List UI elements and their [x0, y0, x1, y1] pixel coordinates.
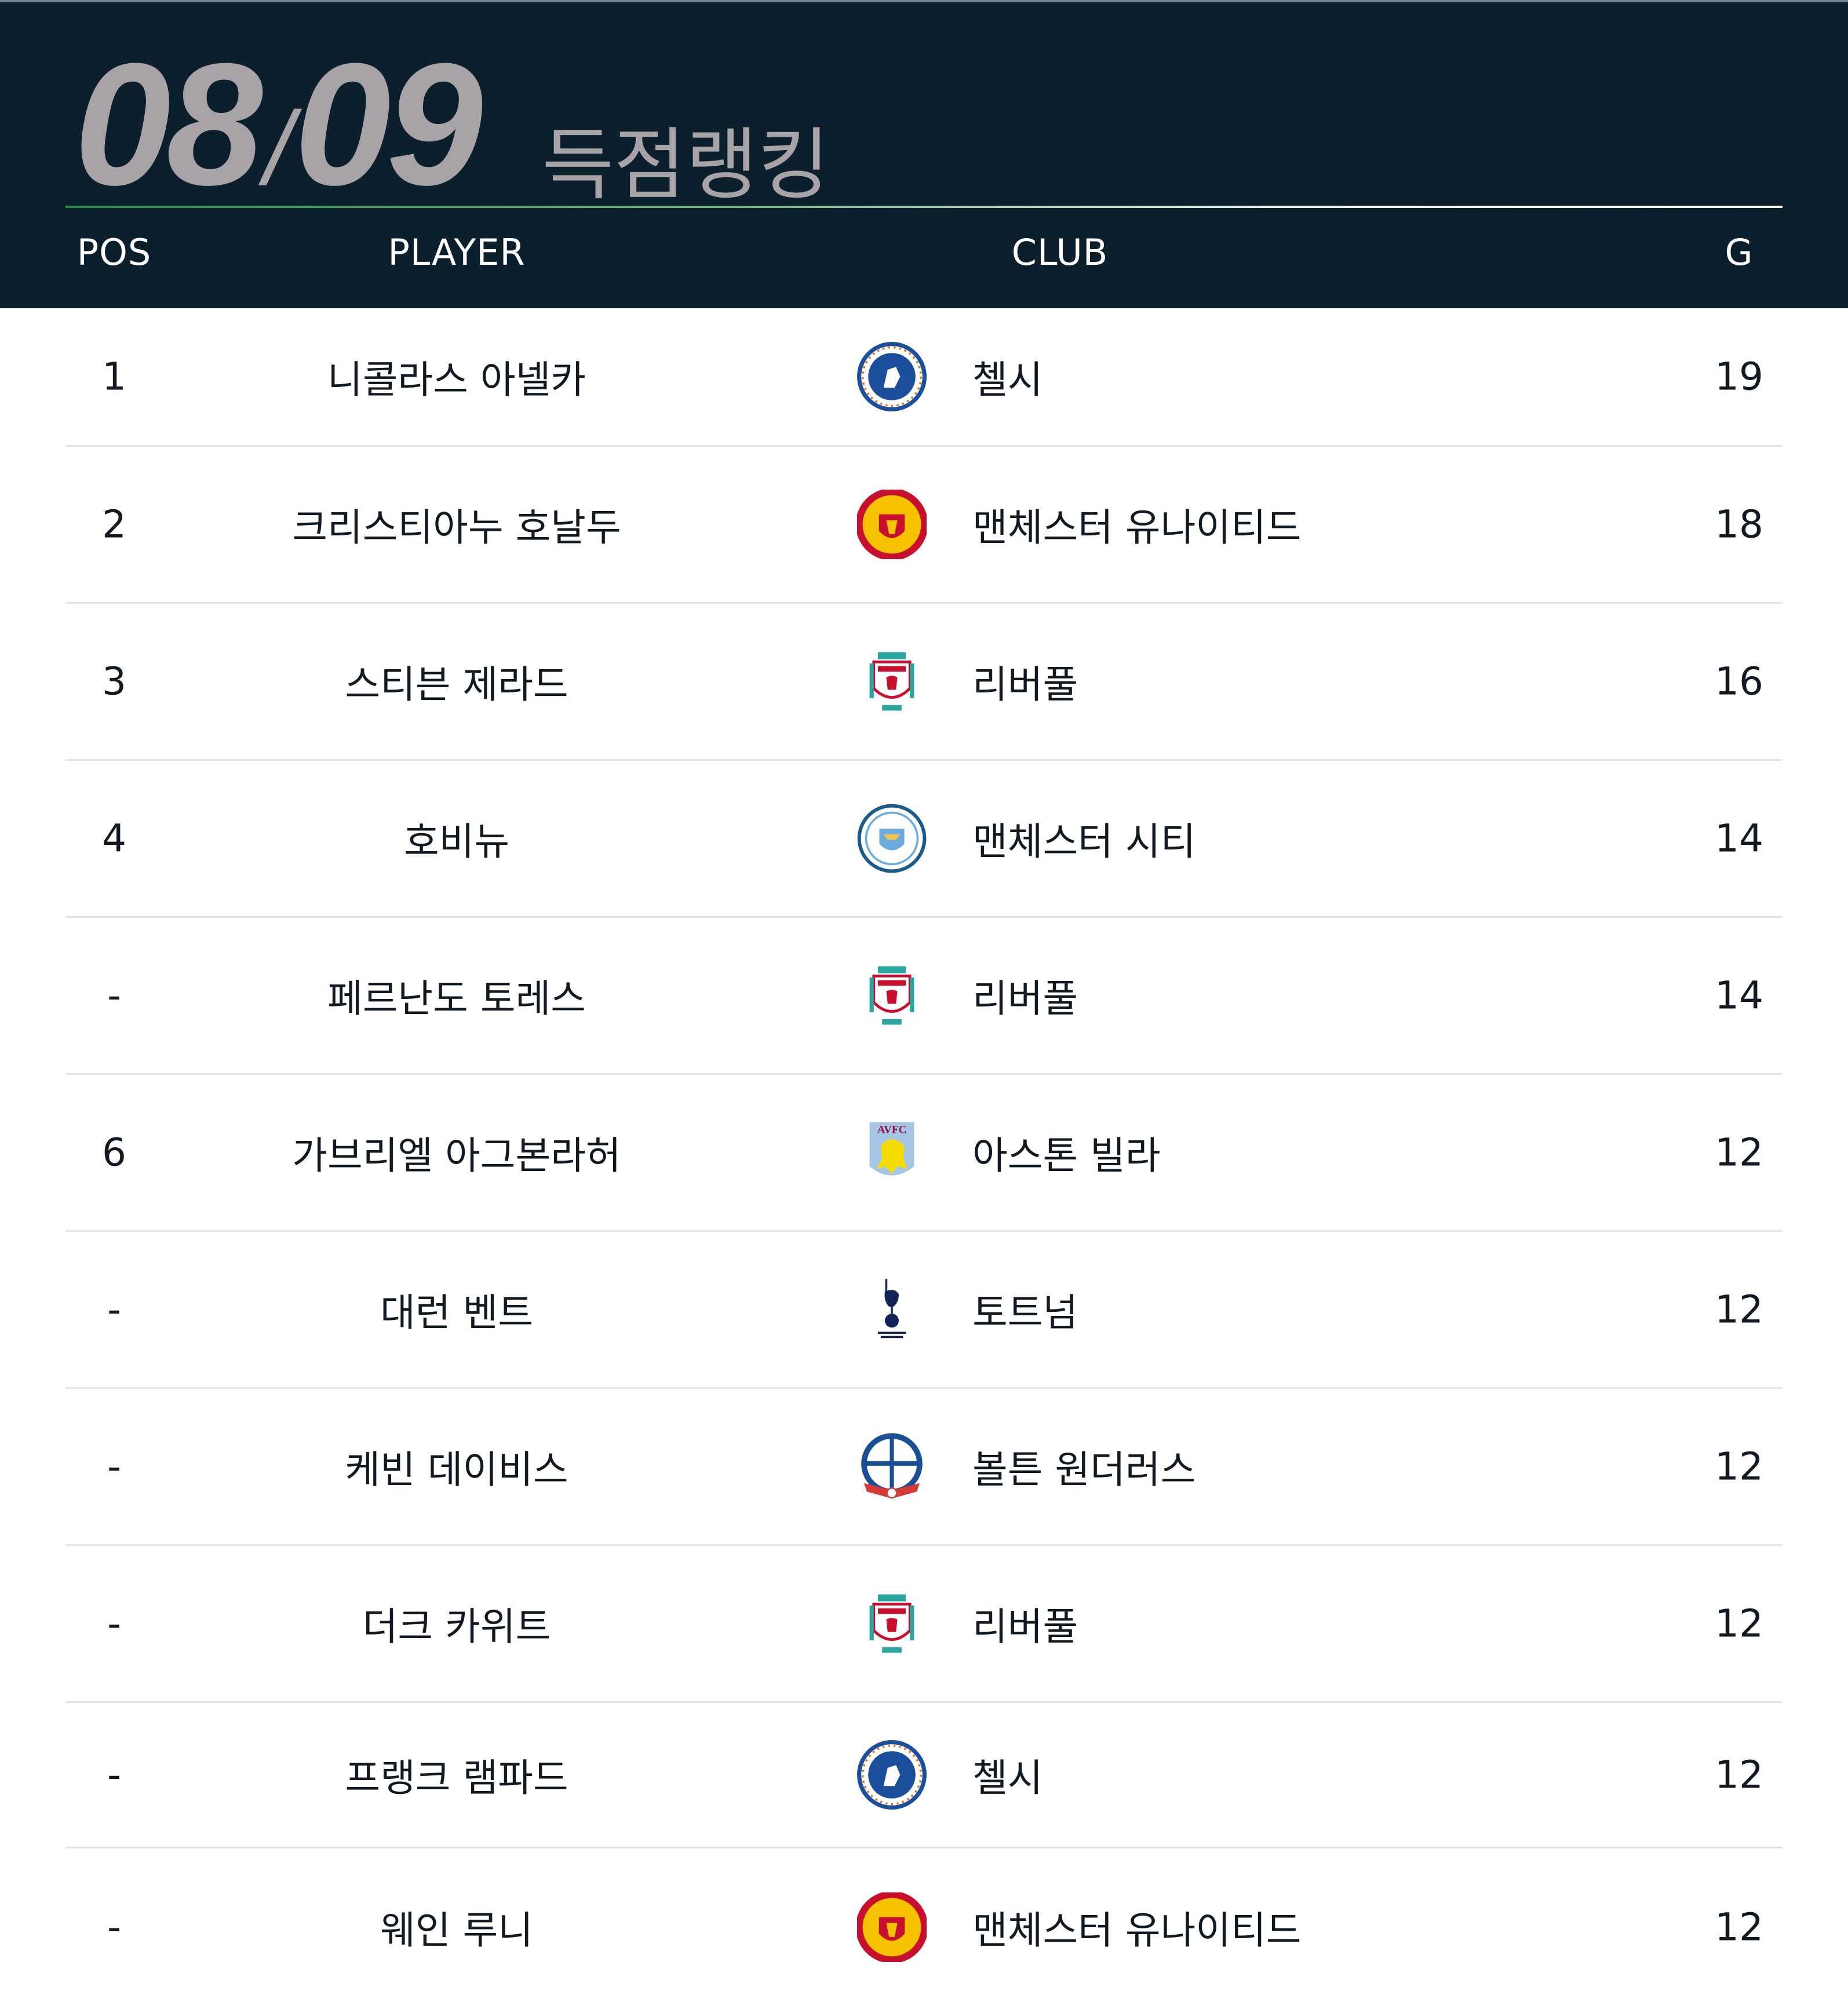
header: 08/09 득점랭킹 POS PLAYER CLUB G: [0, 0, 1848, 308]
position: 2: [102, 502, 126, 547]
table-row: - 더크 카위트 리버풀 12: [65, 1546, 1783, 1703]
goals: 12: [1715, 1444, 1763, 1489]
player-name: 더크 카위트: [362, 1604, 551, 1649]
player-name: 웨인 루니: [380, 1908, 533, 1953]
position: -: [107, 1905, 121, 1950]
club-name: 맨체스터 유나이티드: [972, 505, 1302, 550]
club-name: 리버풀: [972, 976, 1078, 1021]
position: 4: [102, 816, 126, 861]
svg-text:AVFC: AVFC: [877, 1124, 907, 1136]
goals: 14: [1715, 973, 1763, 1018]
table-row: 2 크리스티아누 호날두 맨체스터 유나이티드 18: [65, 447, 1783, 604]
bolton-crest-icon: [857, 1432, 927, 1501]
season-end: 09: [294, 27, 483, 221]
club-name: 토트넘: [972, 1290, 1078, 1335]
table-row: 3 스티븐 제라드 리버풀 16: [65, 604, 1783, 761]
table-row: 4 호비뉴 맨체스터 시티 14: [65, 761, 1783, 918]
manutd-crest-icon: [857, 490, 927, 559]
club-name: 첼시: [972, 1756, 1043, 1800]
table-row: - 웨인 루니 맨체스터 유나이티드 12: [65, 1848, 1783, 2006]
column-header-club: CLUB: [1011, 231, 1109, 273]
player-name: 대런 벤트: [380, 1290, 533, 1335]
liverpool-crest-icon: [857, 1589, 927, 1658]
club-name: 첼시: [972, 358, 1043, 402]
club-name: 리버풀: [972, 662, 1078, 707]
goals: 12: [1715, 1905, 1763, 1950]
column-header-pos: POS: [76, 231, 152, 273]
goals: 18: [1715, 502, 1763, 547]
player-name: 페르난도 토레스: [327, 976, 586, 1021]
player-name: 케빈 데이비스: [345, 1447, 568, 1492]
header-divider: [65, 206, 1783, 208]
goals: 14: [1715, 816, 1763, 861]
player-name: 스티븐 제라드: [345, 662, 568, 707]
column-header-player: PLAYER: [388, 231, 526, 273]
goals: 19: [1715, 354, 1763, 399]
club-name: 맨체스터 시티: [972, 819, 1196, 864]
table-row: - 프랭크 램파드 첼시 12: [65, 1703, 1783, 1848]
goals: 12: [1715, 1287, 1763, 1332]
position: 3: [102, 659, 126, 704]
club-name: 아스톤 빌라: [972, 1133, 1161, 1178]
player-name: 프랭크 램파드: [345, 1756, 568, 1800]
player-name: 호비뉴: [403, 819, 510, 864]
tottenham-crest-icon: [857, 1275, 927, 1344]
chelsea-crest-icon: [857, 1740, 927, 1810]
position: 6: [102, 1130, 126, 1175]
position: -: [107, 1752, 121, 1797]
mancity-crest-icon: [857, 804, 927, 873]
position: -: [107, 973, 121, 1018]
manutd-crest-icon: [857, 1892, 927, 1962]
club-name: 볼튼 원더러스: [972, 1447, 1196, 1492]
position: 1: [102, 354, 126, 399]
table-row: - 대런 벤트 토트넘 12: [65, 1232, 1783, 1389]
club-name: 리버풀: [972, 1604, 1078, 1649]
liverpool-crest-icon: [857, 961, 927, 1030]
goals: 12: [1715, 1752, 1763, 1797]
club-name: 맨체스터 유나이티드: [972, 1908, 1302, 1953]
player-name: 크리스티아누 호날두: [292, 505, 621, 550]
chelsea-crest-icon: [857, 342, 927, 411]
player-name: 니콜라스 아넬카: [327, 358, 586, 402]
table-row: 1 니콜라스 아넬카 첼시 19: [65, 308, 1783, 447]
column-header-goals: G: [1725, 231, 1754, 273]
position: -: [107, 1444, 121, 1489]
table-row: 6 가브리엘 아그본라허 AVFC 아스톤 빌라 12: [65, 1075, 1783, 1232]
liverpool-crest-icon: [857, 647, 927, 716]
goals: 12: [1715, 1130, 1763, 1175]
position: -: [107, 1601, 121, 1646]
page-title: 득점랭킹: [542, 119, 830, 210]
astonvilla-crest-icon: AVFC: [857, 1118, 927, 1187]
season-separator: /: [264, 90, 293, 207]
table-row: - 케빈 데이비스 볼튼 원더러스 12: [65, 1389, 1783, 1546]
player-name: 가브리엘 아그본라허: [292, 1133, 621, 1178]
goals: 16: [1715, 659, 1763, 704]
goals: 12: [1715, 1601, 1763, 1646]
season-title: 08/09: [74, 37, 483, 236]
season-start: 08: [74, 27, 263, 221]
position: -: [107, 1287, 121, 1332]
table-row: - 페르난도 토레스 리버풀 14: [65, 918, 1783, 1075]
